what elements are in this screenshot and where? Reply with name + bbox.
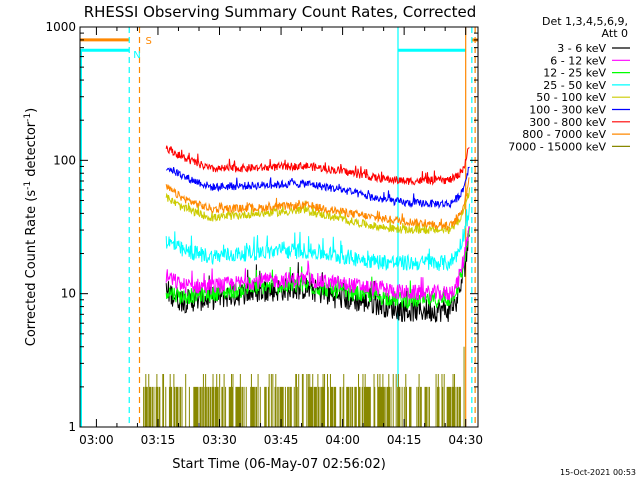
legend-label-3: 25 - 50 keV [543,79,606,92]
x-tick-label-03:00: 03:00 [79,433,114,447]
series-line-100-300kev [166,166,470,210]
series-line-6-12kev [165,226,470,302]
series-line-800-7000kev [165,177,470,231]
y-axis-label-main: Corrected Count Rate (s [24,190,39,347]
y-tick-label-1: 1 [68,420,76,434]
y-tick-label-10: 10 [61,287,76,301]
y-axis-label-end: ) [24,108,39,113]
y-axis-label-sup1: -1 [23,181,33,190]
series-line-50-100kev [165,187,470,235]
legend-header-line2: Att 0 [602,27,628,40]
y-tick-label-100: 100 [53,153,76,167]
y-tick-label-1000: 1000 [45,20,76,34]
plot-frame [79,26,479,428]
x-tick-label-03:45: 03:45 [264,433,299,447]
plot-area: SN [80,27,478,427]
legend-label-4: 50 - 100 keV [536,91,606,104]
series-line-300-800kev [165,145,470,186]
x-tick-label-03:30: 03:30 [202,433,237,447]
legend-label-1: 6 - 12 keV [550,54,606,67]
x-tick-label-04:30: 04:30 [448,433,483,447]
y-axis-label-sup2: -1 [23,113,33,122]
series-line-7000-15000-kev [143,373,461,427]
series-line-25-50kev [165,203,470,272]
legend-header-line1: Det 1,3,4,5,6,9, [542,15,628,28]
x-tick-label-03:15: 03:15 [141,433,176,447]
y-axis-label: Corrected Count Rate (s-1 detector-1) [23,108,39,346]
legend-label-2: 12 - 25 keV [543,67,606,80]
night-flag-label: N [133,50,140,61]
axes: 1 10 100 1000 03:00 03:15 03:30 03:45 04:00 04:15… [45,20,483,447]
x-tick-label-04:00: 04:00 [325,433,360,447]
legend-label-6: 300 - 800 keV [529,116,606,129]
generation-timestamp: 15-Oct-2021 00:53 [560,468,636,477]
chart-title: RHESSI Observing Summary Count Rates, Co… [84,3,477,21]
x-tick-label-04:15: 04:15 [387,433,422,447]
legend-label-0: 3 - 6 keV [557,42,606,55]
y-axis-label-mid: detector [24,121,39,181]
x-axis-label: Start Time (06-May-07 02:56:02) [172,457,386,472]
attenuator-flag-label: S [145,36,151,47]
legend-label-8: 7000 - 15000 keV [508,140,606,153]
legend-label-5: 100 - 300 keV [529,104,606,117]
legend-label-7: 800 - 7000 keV [522,128,606,141]
